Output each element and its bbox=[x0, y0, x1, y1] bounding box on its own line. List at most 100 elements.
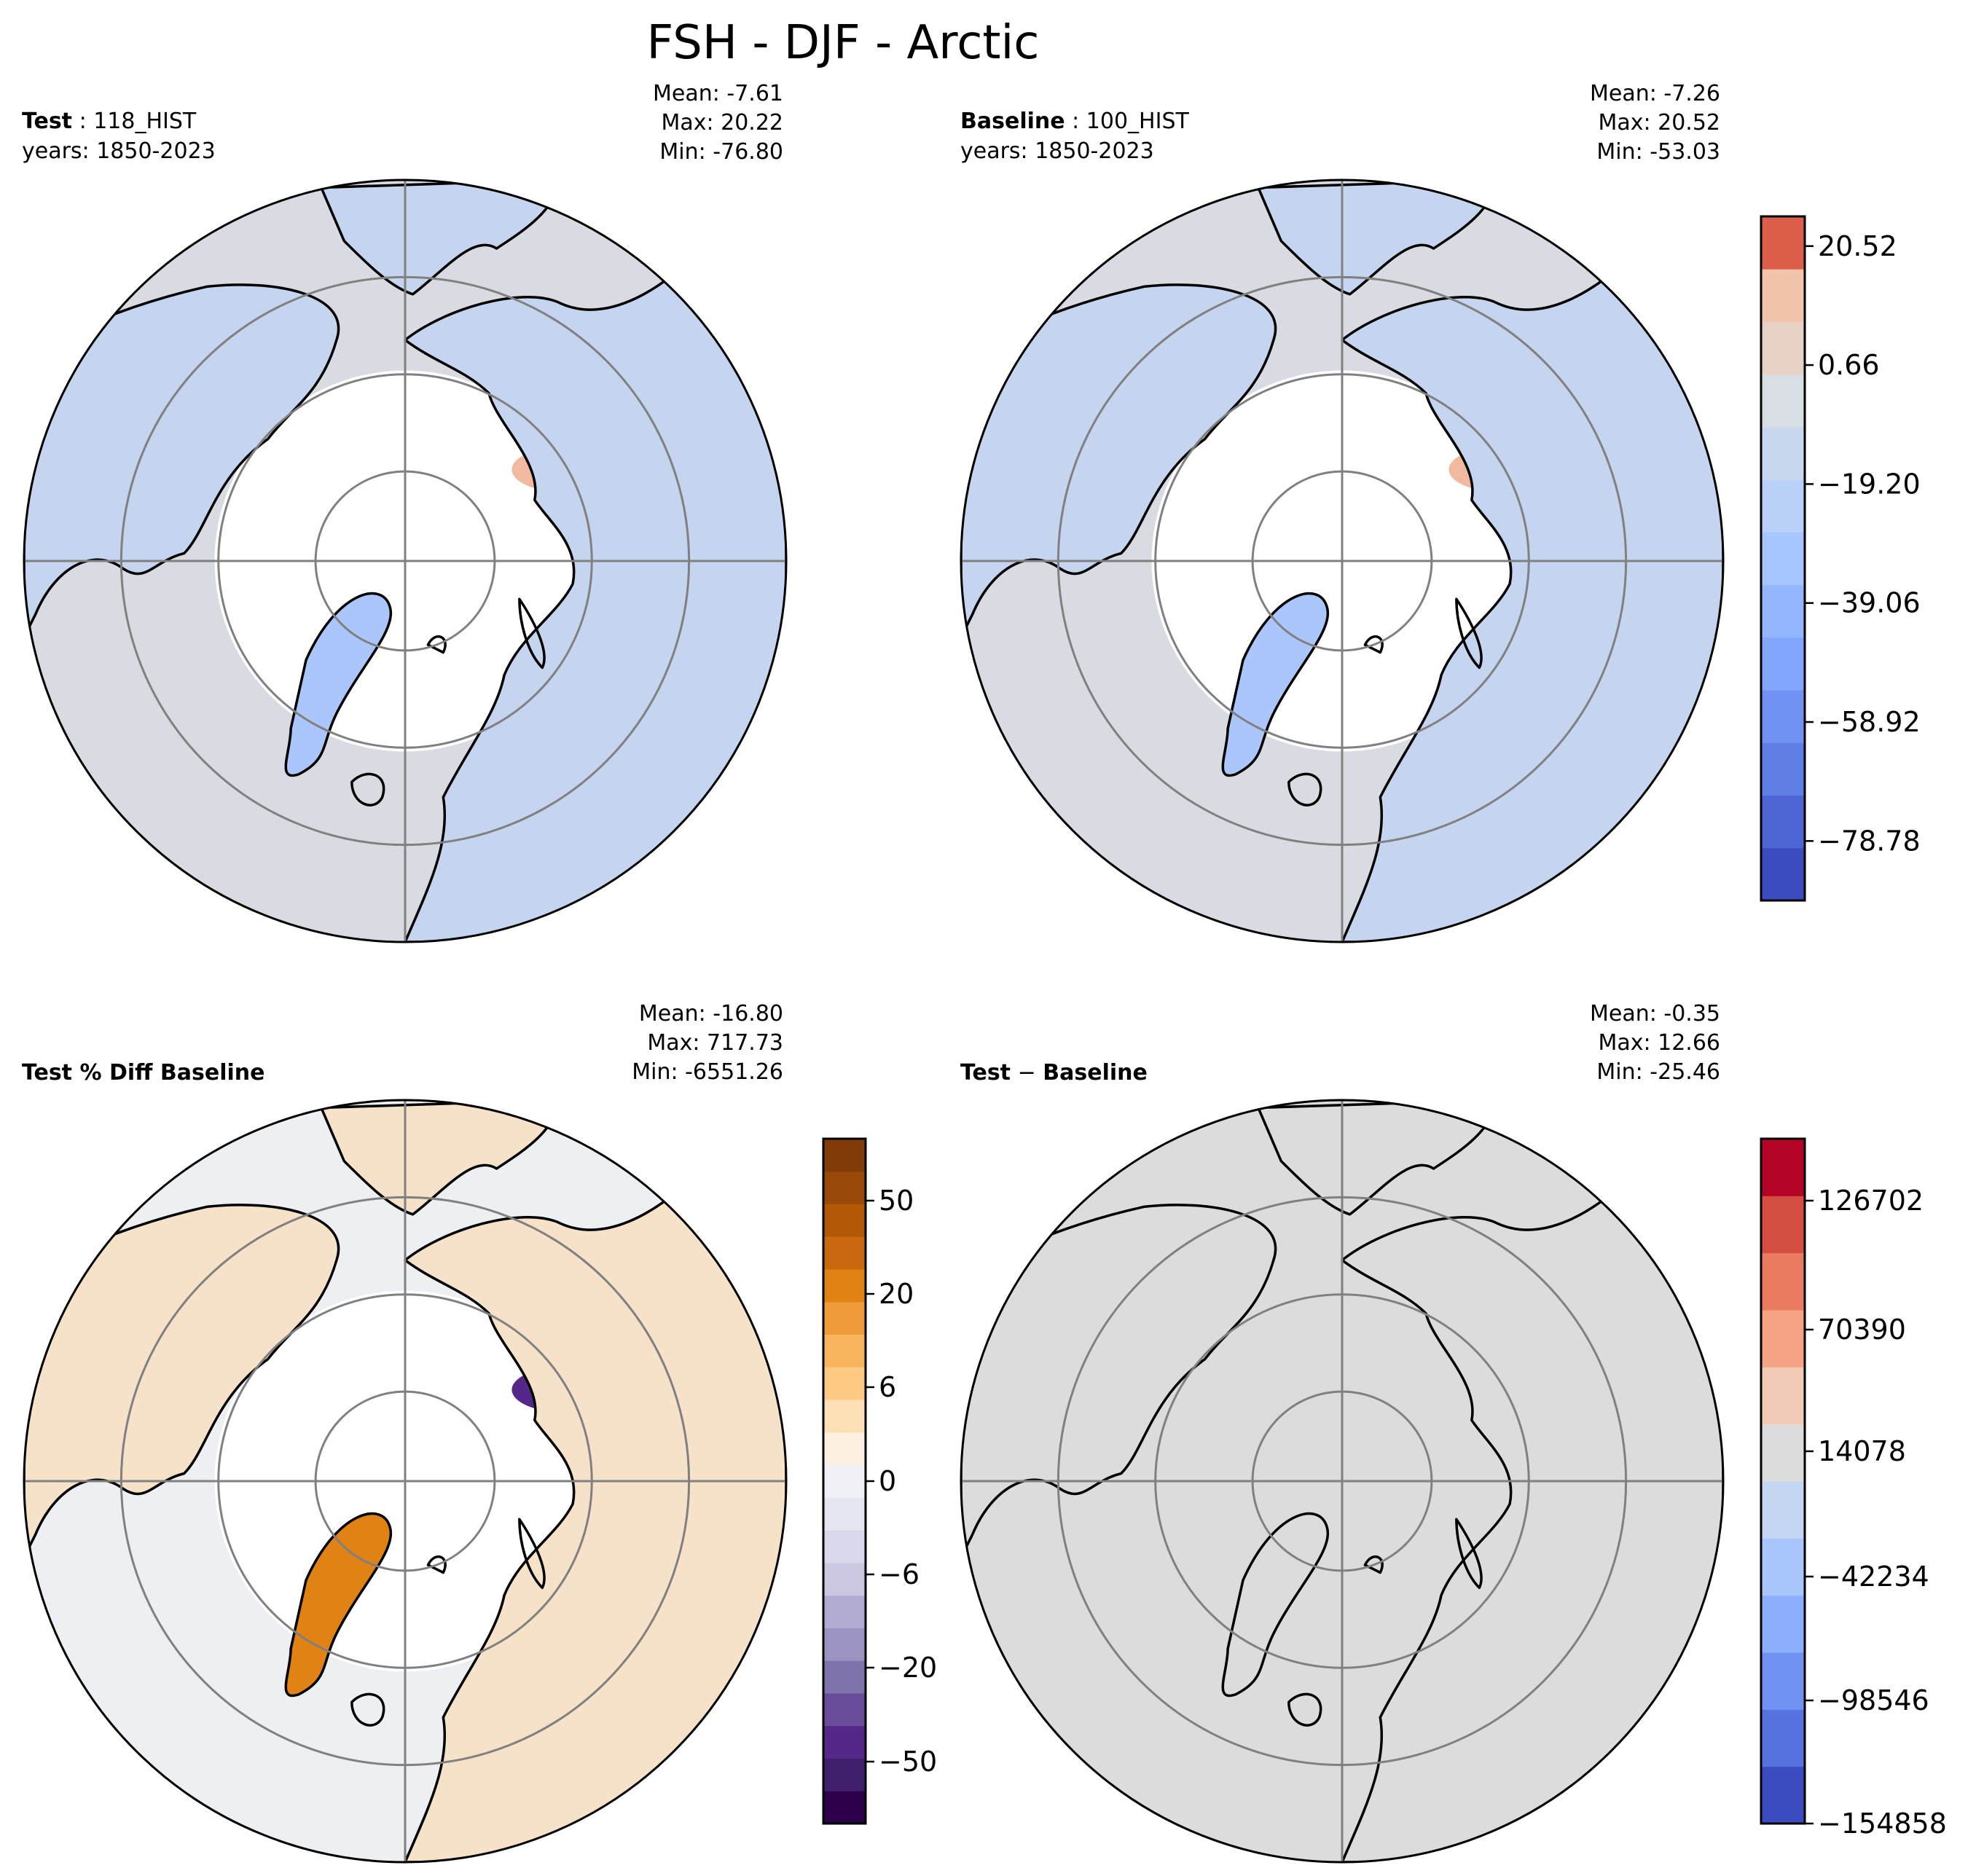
coast-iceland bbox=[350, 1692, 385, 1727]
panel-pctdiff-map bbox=[24, 1100, 786, 1862]
colorbar-tick-label: 50 bbox=[879, 1185, 914, 1217]
colorbar-segment bbox=[1761, 1595, 1805, 1653]
land-canada bbox=[961, 1204, 1276, 1558]
panel-baseline-label: Baseline : 100_HIST bbox=[960, 109, 1189, 134]
colorbar-segment bbox=[823, 1464, 866, 1498]
panel-diff-max: Max: 12.66 bbox=[1598, 1030, 1720, 1056]
colorbar-segment bbox=[823, 1367, 866, 1400]
coast-svalbard bbox=[1363, 1555, 1384, 1574]
panel-test-coast bbox=[24, 180, 786, 942]
colorbar-tick-label: −42234 bbox=[1818, 1561, 1929, 1593]
coast-svalbard bbox=[426, 1555, 447, 1574]
colorbar-segment bbox=[823, 1497, 866, 1531]
panel-diff-map bbox=[961, 1100, 1723, 1862]
panel-pctdiff-min: Min: -6551.26 bbox=[632, 1059, 783, 1085]
panel-pctdiff-label: Test % Diff Baseline bbox=[22, 1060, 265, 1086]
colorbar-tick-label: −50 bbox=[879, 1746, 937, 1778]
colorbar-pct: 50 20 6 0 −6 −20 −50 bbox=[822, 1137, 937, 1825]
colorbar-segment bbox=[1761, 1367, 1805, 1425]
colorbar-segment bbox=[823, 1595, 866, 1628]
panel-test-mean: Mean: -7.61 bbox=[653, 81, 783, 106]
figure-title: FSH - DJF - Arctic bbox=[647, 16, 1040, 70]
panel-baseline-grid bbox=[961, 180, 1723, 942]
colorbar-segment bbox=[823, 1725, 866, 1759]
land-alaska bbox=[1258, 180, 1495, 294]
coast-alaska bbox=[1257, 1100, 1496, 1216]
colorbar-segment bbox=[823, 1236, 866, 1270]
coast-novaya bbox=[1455, 1518, 1483, 1590]
coast-greenland bbox=[1221, 592, 1330, 777]
coast-alaska bbox=[320, 1100, 559, 1216]
panel-baseline: Baseline : 100_HIST years: 1850-2023 Mea… bbox=[960, 81, 1725, 943]
coast-iceland bbox=[350, 772, 385, 806]
coast-novaya bbox=[1455, 597, 1483, 670]
colorbar-tick-label: −19.20 bbox=[1818, 468, 1921, 500]
colorbar-segment bbox=[1761, 1538, 1805, 1596]
panel-test: Test : 118_HIST years: 1850-2023 Mean: -… bbox=[22, 81, 788, 943]
colorbar-tick-label: 14078 bbox=[1818, 1435, 1906, 1467]
coast-novaya bbox=[518, 1518, 546, 1590]
colorbar-tick-label: 70390 bbox=[1818, 1314, 1906, 1346]
colorbar-segment bbox=[823, 1562, 866, 1596]
colorbar-segment bbox=[823, 1269, 866, 1303]
colorbar-segment bbox=[823, 1530, 866, 1563]
panel-baseline-max: Max: 20.52 bbox=[1598, 110, 1720, 136]
colorbar-tick-label: −6 bbox=[879, 1558, 920, 1590]
colorbar-tick-label: 0.66 bbox=[1818, 349, 1880, 381]
panel-test-max: Max: 20.22 bbox=[661, 110, 783, 136]
colorbar-segment bbox=[1761, 1196, 1805, 1254]
colorbar-segment bbox=[1761, 426, 1805, 480]
colorbar-segment bbox=[1761, 584, 1805, 638]
colorbar-segment bbox=[1761, 795, 1805, 849]
panel-test-map bbox=[24, 180, 786, 942]
coast-iceland bbox=[1287, 1692, 1322, 1727]
panel-pctdiff-max: Max: 717.73 bbox=[647, 1030, 783, 1056]
coast-iceland bbox=[1287, 772, 1322, 806]
panel-baseline-mean: Mean: -7.26 bbox=[1590, 81, 1720, 106]
colorbar-tick-label: 6 bbox=[879, 1371, 896, 1403]
coast-alaska bbox=[1257, 180, 1496, 296]
panel-diff-border bbox=[960, 1099, 1725, 1864]
colorbar-segment bbox=[823, 1334, 866, 1367]
land-greenland bbox=[286, 593, 391, 776]
panel-test-label: Test : 118_HIST bbox=[22, 109, 197, 134]
colorbar-segment bbox=[823, 1139, 866, 1172]
coast-eurasia bbox=[1341, 1100, 1723, 1862]
colorbar-segment bbox=[1761, 321, 1805, 375]
coast-svalbard bbox=[426, 635, 447, 654]
land-canada bbox=[24, 284, 339, 637]
coast-alaska bbox=[320, 180, 559, 296]
panel-baseline-border bbox=[960, 178, 1725, 943]
coast-eurasia bbox=[404, 1100, 786, 1862]
colorbar-diff: 126702 70390 14078 −42234 −98546 −154858 bbox=[1760, 1137, 1947, 1840]
colorbar-tick-label: −154858 bbox=[1818, 1808, 1947, 1840]
colorbar-segment bbox=[1761, 1252, 1805, 1311]
colorbar-segment bbox=[1761, 1766, 1805, 1824]
colorbar-segment bbox=[823, 1692, 866, 1727]
panel-diff-mean: Mean: -0.35 bbox=[1590, 1001, 1720, 1027]
colorbar-tick-label: −98546 bbox=[1818, 1684, 1929, 1716]
land-canada bbox=[961, 284, 1276, 637]
colorbar-segment bbox=[1761, 1424, 1805, 1482]
colorbar-tick-label: 20.52 bbox=[1818, 230, 1897, 262]
colorbar-tick-label: −78.78 bbox=[1818, 825, 1921, 857]
colorbar-segment bbox=[1761, 374, 1805, 428]
coast-greenland bbox=[1221, 1512, 1330, 1698]
panel-baseline-min: Min: -53.03 bbox=[1596, 139, 1720, 165]
coast-greenland bbox=[284, 1512, 393, 1698]
colorbar-main: 20.52 0.66 −19.20 −39.06 −58.92 −78.78 bbox=[1760, 215, 1921, 902]
colorbar-segment bbox=[823, 1301, 866, 1335]
coast-greenland bbox=[284, 592, 393, 777]
panel-pctdiff-border bbox=[23, 1099, 788, 1864]
panel-baseline-map bbox=[961, 180, 1723, 942]
land-greenland bbox=[1223, 593, 1328, 776]
colorbar-segment bbox=[1761, 1310, 1805, 1367]
coast-eurasia bbox=[1341, 180, 1723, 942]
panel-diff-grid bbox=[961, 1100, 1723, 1862]
colorbar-frame bbox=[1760, 215, 1806, 902]
panel-test-border bbox=[23, 178, 788, 943]
colorbar-segment bbox=[1761, 1652, 1805, 1710]
panel-diff-min: Min: -25.46 bbox=[1596, 1059, 1720, 1085]
colorbar-frame bbox=[1760, 1137, 1806, 1825]
colorbar-segment bbox=[823, 1791, 866, 1824]
